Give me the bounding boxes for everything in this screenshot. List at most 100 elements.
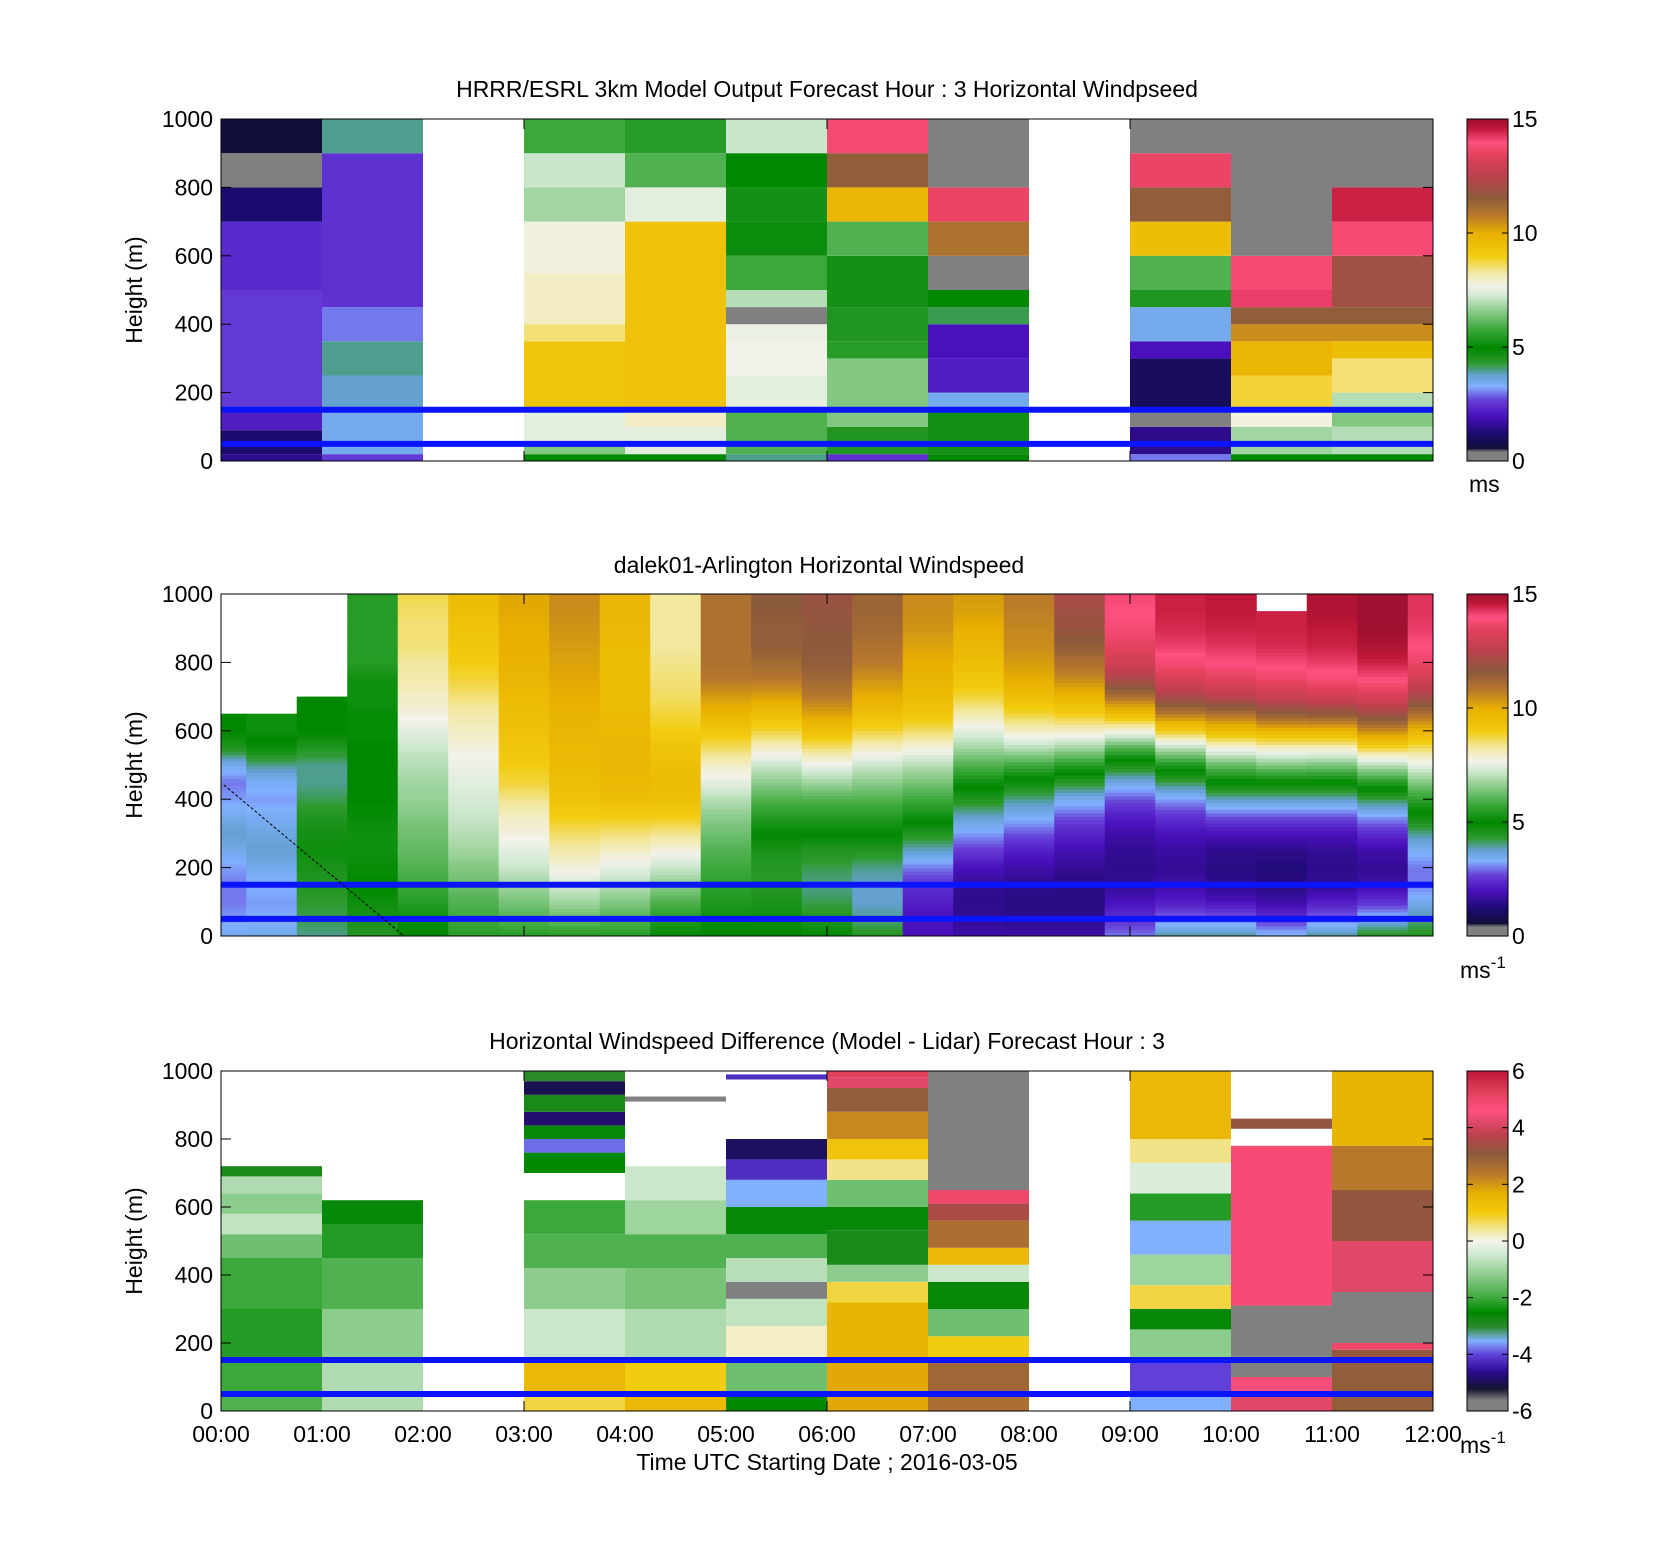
y-tick-label: 200 xyxy=(175,380,213,406)
heatmap-cell xyxy=(549,645,601,650)
heatmap-cell xyxy=(1104,662,1156,667)
heatmap-cell xyxy=(751,689,803,694)
heatmap-cell xyxy=(1104,624,1156,629)
colorbar-frame xyxy=(1466,118,1509,462)
heatmap-cell xyxy=(902,655,954,660)
heatmap-cell xyxy=(650,635,702,639)
colorbar-swatch xyxy=(1467,638,1508,641)
heatmap-cell xyxy=(852,717,904,722)
heatmap-cell xyxy=(1003,744,1055,749)
heatmap-cell xyxy=(296,730,348,735)
heatmap-cell xyxy=(397,631,449,636)
heatmap-cell xyxy=(953,860,1005,865)
heatmap-cell xyxy=(650,809,702,814)
heatmap-cell xyxy=(549,600,601,605)
heatmap-cell xyxy=(700,727,752,732)
heatmap-cell xyxy=(1231,1118,1332,1129)
heatmap-cell xyxy=(599,669,651,674)
colorbar-swatch xyxy=(1467,1207,1508,1210)
heatmap-cell xyxy=(296,717,348,722)
colorbar-swatch xyxy=(1467,1153,1508,1156)
heatmap-cell xyxy=(549,604,601,609)
heatmap-cell xyxy=(953,761,1005,766)
heatmap-cell xyxy=(1104,891,1156,896)
colorbar-swatch xyxy=(1467,1353,1508,1356)
heatmap-cell xyxy=(221,874,247,879)
heatmap-cell xyxy=(1332,1349,1433,1360)
heatmap-cell xyxy=(1256,816,1308,821)
heatmap-cell xyxy=(448,816,500,821)
heatmap-cell xyxy=(347,658,399,663)
heatmap-cell xyxy=(221,1234,322,1258)
heatmap-cell xyxy=(1054,857,1106,862)
heatmap-cell xyxy=(221,829,247,834)
heatmap-cell xyxy=(498,823,550,828)
heatmap-cell xyxy=(827,1230,928,1265)
heatmap-cell xyxy=(347,806,399,810)
heatmap-cell xyxy=(1256,631,1308,636)
colorbar-swatch xyxy=(1467,1139,1508,1142)
heatmap-cell xyxy=(221,857,247,862)
heatmap-cell xyxy=(1054,741,1106,745)
colorbar-swatch xyxy=(1467,169,1508,172)
colorbar-tick-label: 0 xyxy=(1512,923,1525,949)
colorbar-swatch xyxy=(1467,1087,1508,1090)
heatmap-cell xyxy=(1155,669,1207,674)
heatmap-cell xyxy=(852,624,904,629)
heatmap-cell xyxy=(726,187,827,222)
heatmap-cell xyxy=(599,604,651,609)
heatmap-cell xyxy=(852,775,904,780)
heatmap-cell xyxy=(902,600,954,605)
heatmap-cell xyxy=(599,734,651,739)
heatmap-cell xyxy=(852,734,904,739)
heatmap-cell xyxy=(599,782,651,787)
heatmap-cell xyxy=(801,894,853,899)
heatmap-cell xyxy=(397,867,449,872)
heatmap-cell xyxy=(246,912,298,916)
heatmap-cell xyxy=(1306,662,1358,667)
heatmap-cell xyxy=(448,662,500,667)
heatmap-cell xyxy=(221,867,247,872)
heatmap-cell xyxy=(953,806,1005,810)
heatmap-cell xyxy=(852,682,904,687)
heatmap-cell xyxy=(852,877,904,882)
heatmap-cell xyxy=(599,871,651,875)
heatmap-cell xyxy=(397,682,449,687)
heatmap-cell xyxy=(1407,700,1433,704)
heatmap-cell xyxy=(1130,358,1231,410)
heatmap-cell xyxy=(801,877,853,882)
heatmap-cell xyxy=(1054,809,1106,814)
heatmap-cell xyxy=(549,799,601,804)
colorbar-swatch xyxy=(1467,199,1508,203)
heatmap-cell xyxy=(751,600,803,605)
colorbar-swatch xyxy=(1467,223,1508,227)
heatmap-cell xyxy=(751,720,803,725)
heatmap-cell xyxy=(928,358,1029,393)
heatmap-cell xyxy=(448,864,500,869)
heatmap-cell xyxy=(1357,662,1409,667)
heatmap-cell xyxy=(1155,665,1207,670)
heatmap-cell xyxy=(726,1074,827,1080)
heatmap-cell xyxy=(1256,676,1308,680)
colorbar-swatch xyxy=(1467,1167,1508,1170)
heatmap-cell xyxy=(650,662,702,667)
heatmap-cell xyxy=(1357,898,1409,903)
heatmap-cell xyxy=(751,662,803,667)
heatmap-cell xyxy=(549,833,601,838)
heatmap-cell xyxy=(498,840,550,845)
colorbar-swatch xyxy=(1467,624,1508,627)
colorbar-swatch xyxy=(1467,1401,1508,1404)
heatmap-cell xyxy=(751,912,803,916)
colorbar-swatch xyxy=(1467,1141,1508,1144)
colorbar-swatch xyxy=(1467,1369,1508,1372)
heatmap-cell xyxy=(296,778,348,783)
heatmap-cell xyxy=(852,840,904,845)
heatmap-cell xyxy=(751,874,803,879)
heatmap-cell xyxy=(246,853,298,858)
heatmap-cell xyxy=(1407,860,1433,865)
colorbar-swatch xyxy=(1467,320,1508,323)
heatmap-cell xyxy=(599,867,651,872)
heatmap-cell xyxy=(1205,741,1257,745)
colorbar-swatch xyxy=(1467,1357,1508,1360)
